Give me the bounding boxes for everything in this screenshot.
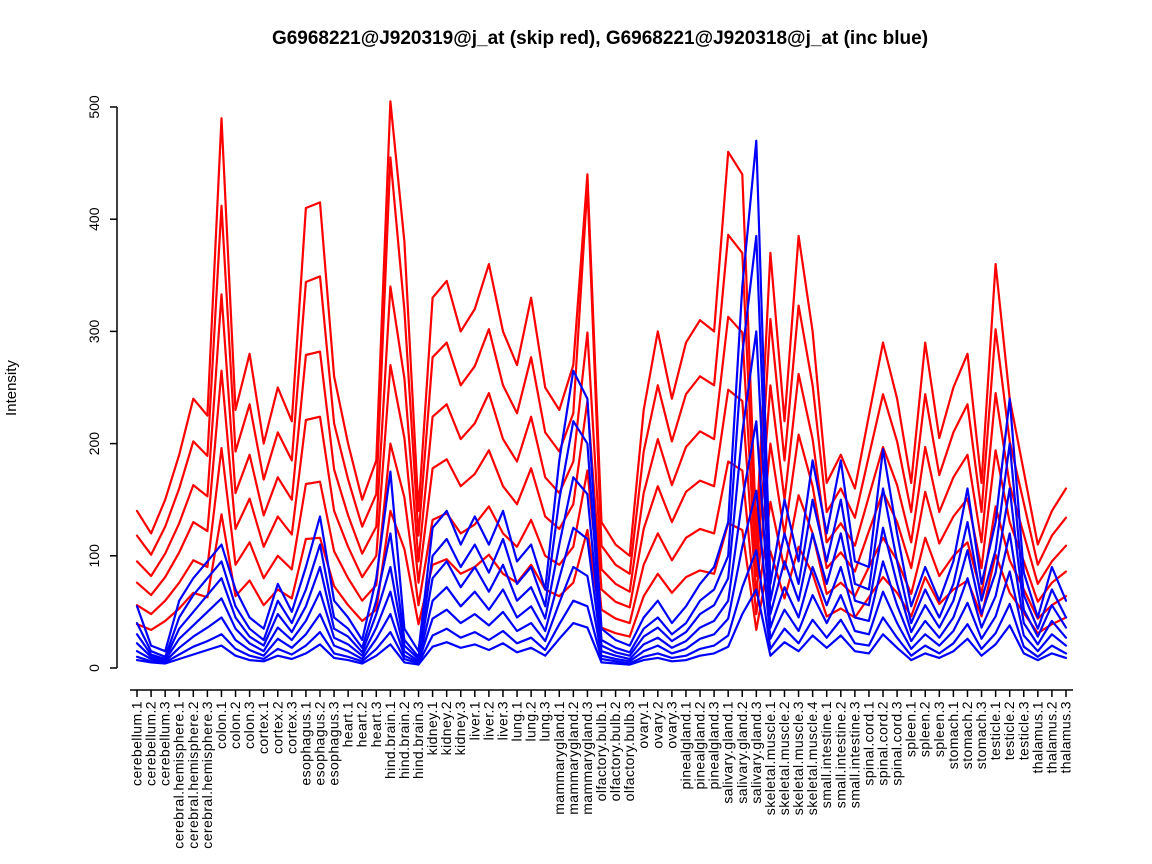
x-tick-label: olfactory.bulb.1 bbox=[593, 701, 609, 801]
axes: 0 100 200 300 400 500 cerebellum.1cerebellum.2… bbox=[86, 95, 1074, 849]
y-tick-label: 200 bbox=[86, 432, 102, 456]
series-skip-red-2 bbox=[135, 156, 1068, 575]
x-tick-label: cortex.3 bbox=[283, 701, 299, 754]
x-tick-label: cerebellum.2 bbox=[143, 701, 159, 786]
y-tick-label: 100 bbox=[86, 544, 102, 568]
x-tick-label: colon.1 bbox=[213, 701, 229, 749]
x-tick-label: skeletal.muscle.1 bbox=[762, 701, 778, 815]
x-tick-label: cortex.1 bbox=[255, 701, 271, 754]
series-inc-blue-6 bbox=[135, 549, 1068, 665]
x-tick-label: spinal.cord.1 bbox=[860, 701, 876, 786]
x-tick-label: lung.3 bbox=[537, 701, 553, 742]
x-tick-label: mammarygland.1 bbox=[551, 701, 567, 815]
x-tick-label: testicle.2 bbox=[1001, 701, 1017, 760]
x-tick-label: mammarygland.2 bbox=[565, 701, 581, 815]
x-tick-label: stomach.1 bbox=[945, 701, 961, 769]
x-tick-label: thalamus.3 bbox=[1058, 701, 1074, 773]
x-tick-label: spleen.2 bbox=[917, 701, 933, 757]
x-tick-label: hind.brain.1 bbox=[382, 701, 398, 779]
x-tick-label: spleen.1 bbox=[903, 701, 919, 757]
y-tick-label: 400 bbox=[86, 207, 102, 231]
y-tick-label: 300 bbox=[86, 320, 102, 344]
x-tick-label: skeletal.muscle.4 bbox=[804, 701, 820, 815]
x-tick-label: heart.2 bbox=[354, 701, 370, 747]
x-tick-label: small.intestine.2 bbox=[832, 701, 848, 808]
series-skip-red-3 bbox=[135, 285, 1068, 593]
x-tick-label: ovary.3 bbox=[663, 701, 679, 749]
y-axis-title: Intensity bbox=[3, 360, 20, 416]
x-tick-label: esophagus.1 bbox=[297, 701, 313, 786]
series-skip-red-4 bbox=[135, 364, 1068, 609]
x-tick-label: small.intestine.1 bbox=[818, 701, 834, 808]
x-tick-label: esophagus.2 bbox=[311, 701, 327, 786]
chart-title: G6968221@J920319@j_at (skip red), G69682… bbox=[272, 28, 928, 49]
x-tick-label: cerebral.hemisphere.3 bbox=[199, 701, 215, 849]
series-skip-red-1 bbox=[135, 100, 1068, 557]
x-tick-label: olfactory.bulb.3 bbox=[621, 701, 637, 801]
x-tick-label: small.intestine.3 bbox=[846, 701, 862, 808]
x-tick-label: lung.1 bbox=[509, 701, 525, 742]
y-tick-label: 0 bbox=[86, 664, 102, 672]
x-tick-label: ovary.2 bbox=[649, 701, 665, 749]
x-tick-label: kidney.2 bbox=[438, 701, 454, 755]
x-tick-label: spinal.cord.2 bbox=[875, 701, 891, 786]
x-tick-label: liver.2 bbox=[480, 701, 496, 740]
x-tick-label: kidney.1 bbox=[424, 701, 440, 755]
x-tick-label: stomach.3 bbox=[973, 701, 989, 769]
x-tick-label: liver.1 bbox=[466, 701, 482, 740]
x-tick-label: cerebral.hemisphere.2 bbox=[185, 701, 201, 849]
x-tick-label: salivary.gland.1 bbox=[720, 701, 736, 804]
x-tick-label: testicle.3 bbox=[1015, 701, 1031, 760]
series-lines bbox=[135, 100, 1068, 666]
x-tick-label: spinal.cord.3 bbox=[889, 701, 905, 786]
x-tick-label: pinealgland.1 bbox=[677, 701, 693, 790]
x-tick-label: salivary.gland.3 bbox=[748, 701, 764, 804]
x-tick-label: cerebellum.3 bbox=[157, 701, 173, 786]
x-tick-label: cortex.2 bbox=[269, 701, 285, 754]
x-tick-label: pinealgland.2 bbox=[692, 701, 708, 790]
x-tick-label: spleen.3 bbox=[931, 701, 947, 757]
x-tick-label: skeletal.muscle.2 bbox=[776, 701, 792, 815]
y-tick-label: 500 bbox=[86, 95, 102, 119]
x-tick-label: olfactory.bulb.2 bbox=[607, 701, 623, 801]
x-tick-label: colon.3 bbox=[241, 701, 257, 749]
x-tick-label: testicle.1 bbox=[987, 701, 1003, 760]
series-inc-blue-2 bbox=[135, 234, 1068, 658]
series-skip-red-5 bbox=[135, 442, 1068, 625]
x-tick-label: thalamus.1 bbox=[1029, 701, 1045, 773]
x-tick-label: liver.3 bbox=[494, 701, 510, 740]
x-tick-label: esophagus.3 bbox=[326, 701, 342, 786]
x-tick-label: stomach.2 bbox=[959, 701, 975, 769]
x-tick-label: mammarygland.3 bbox=[579, 701, 595, 815]
series-inc-blue-7 bbox=[135, 588, 1068, 666]
x-tick-label: cerebellum.1 bbox=[129, 701, 145, 786]
x-tick-label: heart.3 bbox=[368, 701, 384, 747]
x-tick-label: hind.brain.3 bbox=[410, 701, 426, 779]
x-tick-label: colon.2 bbox=[227, 701, 243, 749]
x-tick-label: ovary.1 bbox=[635, 701, 651, 749]
x-tick-label: thalamus.2 bbox=[1043, 701, 1059, 773]
x-tick-label: pinealgland.3 bbox=[706, 701, 722, 790]
x-tick-label: salivary.gland.2 bbox=[734, 701, 750, 804]
x-tick-label: heart.1 bbox=[340, 701, 356, 747]
x-tick-label: hind.brain.2 bbox=[396, 701, 412, 779]
x-tick-label: kidney.3 bbox=[452, 701, 468, 755]
x-tick-label: cerebral.hemisphere.1 bbox=[171, 701, 187, 849]
x-tick-label: lung.2 bbox=[523, 701, 539, 742]
x-tick-label: skeletal.muscle.3 bbox=[790, 701, 806, 815]
